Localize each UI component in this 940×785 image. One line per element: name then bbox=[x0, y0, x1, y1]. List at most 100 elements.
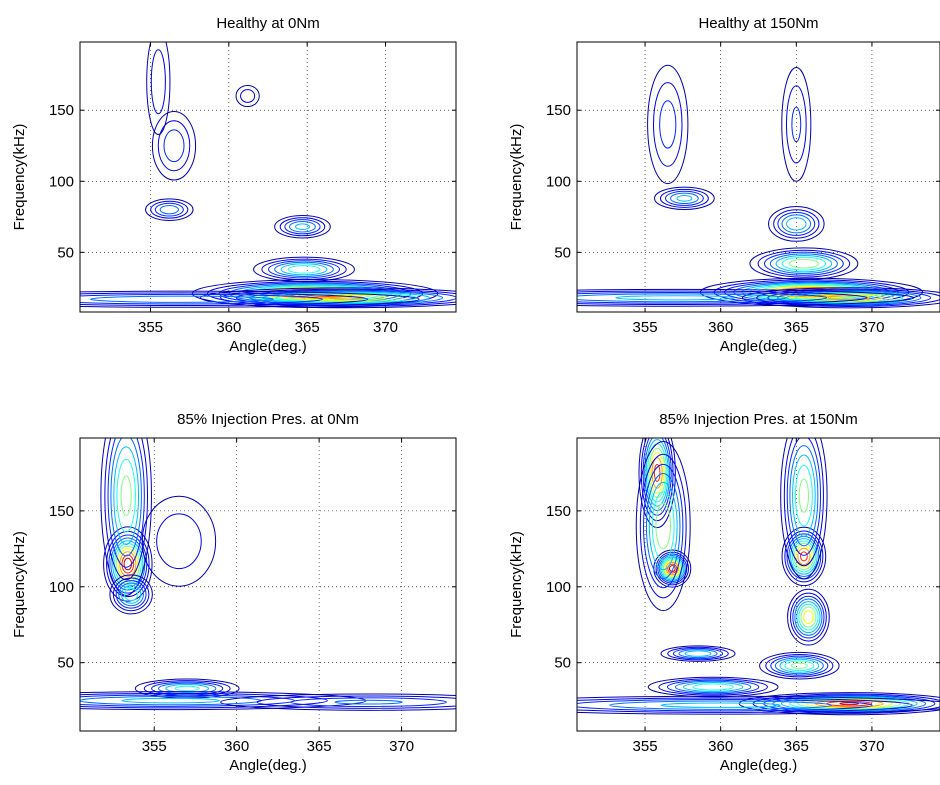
contour-level bbox=[655, 551, 690, 586]
contour-level bbox=[112, 540, 144, 588]
contour-level bbox=[764, 251, 844, 276]
contour-level bbox=[779, 658, 820, 673]
contour-level bbox=[268, 260, 341, 279]
contour-level bbox=[789, 445, 819, 547]
contour-level bbox=[200, 287, 456, 309]
contour-level bbox=[146, 42, 171, 135]
x-tick-label: 365 bbox=[307, 738, 332, 755]
contour-level bbox=[159, 205, 179, 215]
contour-level bbox=[577, 290, 868, 306]
contour-level bbox=[577, 288, 915, 307]
x-tick-label: 365 bbox=[784, 738, 809, 755]
contour-level bbox=[645, 472, 681, 580]
contour-level bbox=[334, 699, 403, 705]
contour-level bbox=[110, 438, 142, 557]
contour-level bbox=[781, 526, 827, 587]
contour-level bbox=[797, 698, 902, 710]
contour-level bbox=[80, 692, 328, 709]
contour-level bbox=[104, 438, 148, 581]
contour-level bbox=[765, 654, 834, 678]
contour-level bbox=[609, 700, 833, 710]
contour-level bbox=[794, 464, 813, 527]
contour-level bbox=[792, 595, 825, 639]
contour-lines bbox=[80, 42, 456, 309]
contour-level bbox=[783, 438, 824, 567]
contour-level bbox=[759, 651, 840, 680]
contour-level bbox=[770, 655, 829, 676]
contour-level bbox=[757, 249, 851, 278]
contour-level bbox=[659, 100, 677, 149]
contour-level bbox=[109, 574, 153, 615]
contour-level bbox=[800, 551, 808, 562]
contour-level bbox=[240, 89, 256, 103]
contour-level bbox=[156, 513, 202, 570]
plot-area bbox=[577, 42, 940, 312]
contour-level bbox=[768, 206, 825, 242]
contour-level bbox=[664, 560, 681, 577]
contour-level bbox=[235, 84, 260, 108]
contour-level bbox=[100, 438, 152, 596]
x-tick-label: 355 bbox=[633, 319, 658, 336]
contour-level bbox=[788, 258, 819, 269]
y-axis-label: Frequency(kHz) bbox=[11, 124, 28, 231]
contour-level bbox=[798, 478, 809, 513]
subplot-3: 355 360 365 370 50 100 150 85% Injection Pres. … bbox=[11, 411, 457, 774]
contour-level bbox=[664, 190, 704, 206]
axes-frame bbox=[79, 41, 457, 313]
contour-level bbox=[577, 697, 913, 713]
contour-level bbox=[781, 67, 812, 182]
x-tick-label: 360 bbox=[216, 319, 241, 336]
contour-level bbox=[791, 106, 802, 143]
y-tick-label: 100 bbox=[546, 173, 571, 190]
contour-level bbox=[249, 290, 444, 305]
contour-level bbox=[113, 446, 140, 545]
plot-area bbox=[80, 438, 456, 731]
subplot-title: Healthy at 0Nm bbox=[216, 15, 319, 32]
contour-level bbox=[684, 650, 712, 657]
contour-level bbox=[112, 577, 150, 612]
contour-level bbox=[220, 288, 456, 307]
contour-level bbox=[795, 292, 904, 304]
plot-area bbox=[80, 42, 456, 312]
contour-level bbox=[145, 198, 194, 221]
subplot-4: 355 360 365 370 50 100 150 85% Injection Pres. … bbox=[508, 411, 940, 774]
contour-level bbox=[785, 85, 807, 164]
contour-level bbox=[261, 258, 347, 281]
x-axis-label: Angle(deg.) bbox=[720, 757, 798, 774]
y-tick-label: 100 bbox=[49, 173, 74, 190]
contour-level bbox=[577, 293, 787, 303]
contour-level bbox=[790, 662, 808, 669]
contour-level bbox=[287, 265, 321, 274]
x-tick-label: 370 bbox=[859, 738, 884, 755]
axes-frame bbox=[79, 437, 457, 732]
contour-level bbox=[635, 440, 691, 612]
contour-level bbox=[165, 684, 210, 693]
x-tick-label: 370 bbox=[389, 738, 414, 755]
contour-level bbox=[80, 290, 420, 308]
x-tick-label: 360 bbox=[224, 738, 249, 755]
axes-frame bbox=[576, 41, 940, 313]
contour-level bbox=[674, 680, 752, 694]
contour-level bbox=[279, 217, 326, 237]
contour-level bbox=[651, 457, 663, 489]
contour-level bbox=[151, 110, 197, 181]
y-tick-label: 50 bbox=[57, 655, 74, 672]
contour-level bbox=[80, 292, 369, 307]
contour-level bbox=[577, 698, 873, 712]
x-tick-label: 365 bbox=[295, 319, 320, 336]
contour-level bbox=[655, 502, 672, 550]
y-axis-label: Frequency(kHz) bbox=[11, 531, 28, 638]
contour-level bbox=[654, 186, 715, 211]
y-tick-label: 150 bbox=[49, 503, 74, 520]
contour-level bbox=[253, 256, 355, 283]
contour-level bbox=[796, 601, 821, 634]
x-tick-label: 370 bbox=[373, 319, 398, 336]
y-tick-label: 100 bbox=[546, 579, 571, 596]
contour-level bbox=[798, 603, 819, 631]
contour-level bbox=[644, 438, 671, 512]
contour-level bbox=[115, 545, 140, 583]
contour-level bbox=[115, 580, 147, 609]
y-tick-label: 150 bbox=[546, 503, 571, 520]
contour-level bbox=[577, 695, 940, 715]
